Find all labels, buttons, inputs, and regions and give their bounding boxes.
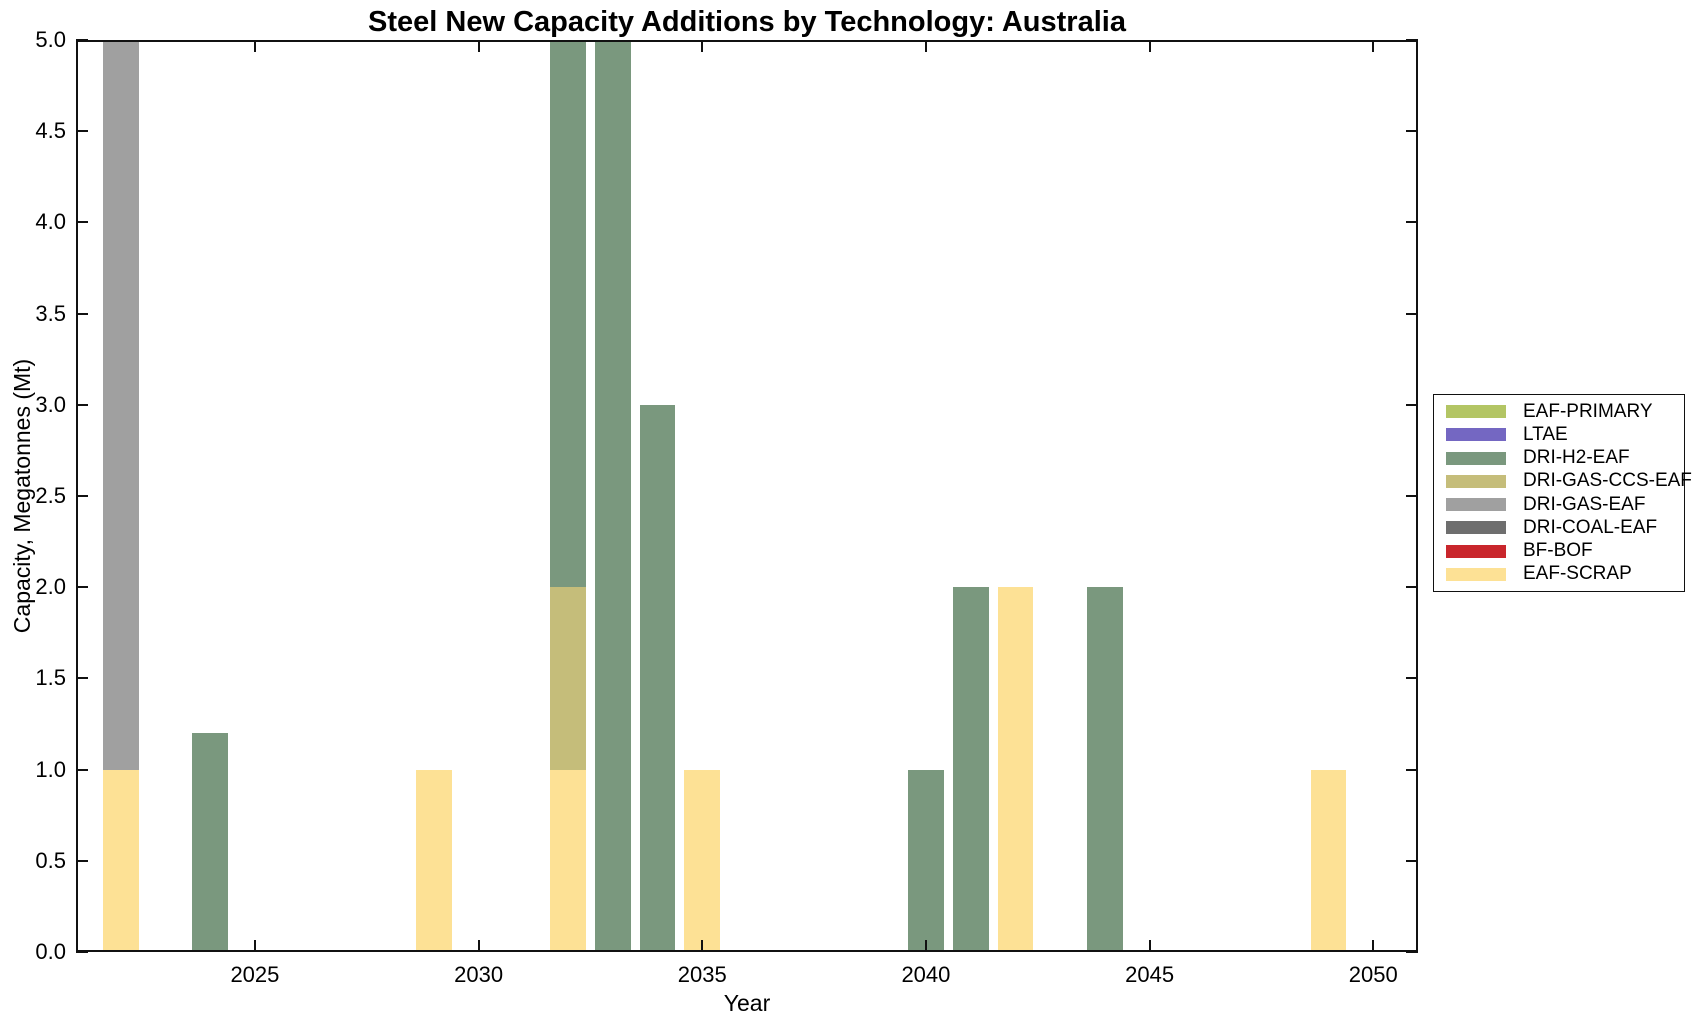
legend-label: BF-BOF — [1523, 540, 1593, 562]
y-tick-mark — [76, 130, 88, 133]
x-tick-mark — [924, 40, 927, 52]
legend-item: DRI-COAL-EAF — [1434, 517, 1684, 539]
bar-segment-dri-h2-eaf — [952, 587, 989, 952]
x-tick-label: 2045 — [1125, 962, 1175, 987]
x-tick-label: 2040 — [901, 962, 951, 987]
x-tick-mark — [253, 940, 256, 952]
legend-item: BF-BOF — [1434, 540, 1684, 562]
legend-swatch — [1446, 567, 1506, 581]
y-tick-label: 0.0 — [35, 939, 66, 964]
y-tick-mark — [1406, 130, 1418, 133]
legend-swatch — [1446, 474, 1506, 488]
y-tick-mark — [1406, 677, 1418, 680]
y-tick-mark — [76, 39, 88, 41]
legend-item: DRI-H2-EAF — [1434, 447, 1684, 469]
legend-label: DRI-H2-EAF — [1523, 447, 1630, 469]
bar-segment-dri-h2-eaf — [594, 40, 631, 952]
y-tick-label: 0.5 — [35, 847, 66, 873]
y-tick-mark — [76, 951, 88, 953]
legend: EAF-PRIMARY LTAE DRI-H2-EAF DRI-GAS-CCS-EAF… — [1433, 394, 1692, 592]
x-tick-mark — [1148, 940, 1151, 952]
y-tick-mark — [76, 312, 88, 315]
y-tick-mark — [76, 221, 88, 224]
bar-segment-eaf-scrap — [684, 769, 721, 952]
y-tick-label: 1.5 — [35, 665, 66, 691]
legend-swatch — [1446, 428, 1506, 442]
bar-segment-dri-h2-eaf — [908, 769, 944, 952]
bar-segment-eaf-scrap — [1310, 769, 1347, 952]
bar-segment-dri-h2-eaf — [550, 40, 586, 588]
y-tick-mark — [1406, 586, 1418, 589]
bar-segment-eaf-scrap — [102, 769, 139, 952]
y-tick-label: 1.0 — [35, 756, 66, 782]
legend-item: LTAE — [1434, 424, 1684, 446]
bar-segment-eaf-scrap — [550, 769, 586, 952]
y-tick-mark — [1406, 951, 1418, 953]
y-tick-label: 4.5 — [35, 118, 66, 144]
bar-segment-dri-gas-eaf — [102, 40, 139, 770]
legend-label: DRI-GAS-EAF — [1523, 493, 1646, 515]
x-tick-mark — [701, 940, 704, 952]
x-tick-mark — [477, 40, 480, 52]
bar-segment-dri-h2-eaf — [192, 733, 229, 952]
y-tick-mark — [76, 403, 88, 406]
plot-area-border — [76, 40, 1418, 952]
y-tick-mark — [1406, 495, 1418, 497]
y-tick-label: 5.0 — [35, 27, 66, 52]
legend-label: EAF-PRIMARY — [1523, 400, 1653, 422]
legend-label: EAF-SCRAP — [1523, 563, 1632, 585]
legend-item: DRI-GAS-EAF — [1434, 494, 1684, 516]
y-tick-mark — [76, 859, 88, 862]
y-tick-mark — [1406, 768, 1418, 771]
y-tick-label: 3.5 — [35, 300, 66, 326]
y-tick-mark — [1406, 39, 1418, 41]
legend-item: DRI-GAS-CCS-EAF — [1434, 470, 1692, 492]
bar-segment-dri-h2-eaf — [1086, 587, 1123, 952]
bar-segment-eaf-scrap — [997, 587, 1034, 952]
chart-title: Steel New Capacity Additions by Technolo… — [368, 6, 1126, 38]
legend-swatch — [1446, 521, 1506, 535]
x-tick-label: 2035 — [677, 962, 727, 987]
y-tick-mark — [76, 495, 88, 497]
bar-segment-dri-gas-ccs-eaf — [550, 587, 586, 770]
legend-item: EAF-PRIMARY — [1434, 401, 1684, 423]
x-tick-mark — [701, 40, 704, 52]
legend-swatch — [1446, 544, 1506, 558]
bar-segment-dri-h2-eaf — [639, 404, 676, 952]
y-tick-label: 2.5 — [35, 483, 66, 508]
y-tick-label: 4.0 — [35, 209, 66, 235]
legend-label: LTAE — [1523, 423, 1568, 445]
y-tick-mark — [76, 768, 88, 771]
legend-label: DRI-GAS-CCS-EAF — [1523, 470, 1692, 492]
x-tick-label: 2025 — [230, 962, 280, 987]
legend-label: DRI-COAL-EAF — [1523, 516, 1658, 538]
y-tick-mark — [76, 677, 88, 680]
x-tick-mark — [253, 40, 256, 52]
legend-swatch — [1446, 405, 1506, 419]
y-tick-label: 3.0 — [35, 391, 66, 417]
x-tick-mark — [924, 940, 927, 952]
y-tick-mark — [76, 586, 88, 589]
y-tick-mark — [1406, 221, 1418, 224]
x-tick-mark — [1148, 40, 1151, 52]
y-tick-mark — [1406, 312, 1418, 315]
y-tick-mark — [1406, 403, 1418, 406]
x-axis-label: Year — [723, 990, 771, 1016]
x-tick-label: 2050 — [1348, 962, 1398, 987]
x-tick-mark — [477, 940, 480, 952]
x-tick-mark — [1372, 940, 1375, 952]
bar-segment-eaf-scrap — [415, 769, 452, 952]
legend-swatch — [1446, 451, 1506, 465]
y-tick-mark — [1406, 859, 1418, 862]
x-tick-label: 2030 — [454, 962, 504, 987]
x-tick-mark — [1372, 40, 1375, 52]
legend-swatch — [1446, 498, 1506, 512]
legend-item: EAF-SCRAP — [1434, 563, 1684, 585]
y-tick-label: 2.0 — [35, 574, 66, 600]
